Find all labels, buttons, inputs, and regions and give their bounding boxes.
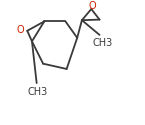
Text: O: O <box>88 2 96 12</box>
Text: CH3: CH3 <box>27 87 47 97</box>
Text: O: O <box>17 25 25 35</box>
Text: CH3: CH3 <box>93 38 113 48</box>
